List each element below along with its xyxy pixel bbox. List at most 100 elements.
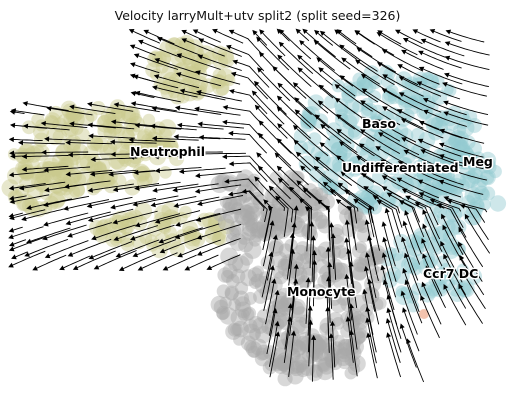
streamline (9, 250, 46, 267)
cell-point (170, 51, 187, 68)
cell-point (351, 322, 368, 339)
cell-point (122, 108, 137, 123)
stream-arrowhead (128, 29, 135, 34)
cell-point (182, 71, 195, 85)
cell-point (412, 227, 430, 245)
stream-arrowhead (269, 220, 275, 226)
streamline (89, 208, 134, 221)
stream-arrowhead (313, 165, 320, 171)
stream-arrowhead (344, 287, 350, 293)
cell-point (352, 100, 365, 113)
streamline (340, 76, 379, 103)
cell-point (235, 208, 253, 226)
stream-arrowhead (278, 177, 284, 184)
streamline (423, 210, 443, 252)
cell-point (301, 106, 316, 121)
streamline (383, 89, 423, 111)
stream-arrowhead (446, 199, 453, 204)
streamline (314, 166, 351, 196)
stream-arrowhead (178, 168, 185, 175)
streamline (331, 322, 336, 368)
stream-arrowhead (421, 281, 427, 288)
stream-arrowhead (293, 125, 299, 131)
stream-arrowhead (198, 134, 204, 140)
streamline (153, 107, 198, 116)
cell-point (461, 135, 476, 150)
streamline (196, 108, 241, 116)
streamline (42, 122, 88, 129)
streamline (91, 169, 137, 175)
cell-point (350, 262, 369, 280)
streamline (307, 290, 311, 336)
stream-arrowhead (339, 44, 345, 50)
stream-arrowhead (336, 155, 342, 161)
stream-arrowhead (293, 139, 299, 145)
stream-arrowhead (414, 202, 421, 207)
stream-arrowhead (420, 295, 425, 301)
streamline (346, 289, 353, 335)
streamline (321, 31, 358, 60)
stream-arrowhead (416, 81, 423, 87)
stream-arrowhead (444, 41, 451, 47)
stream-arrowhead (174, 105, 181, 111)
cell-point (340, 159, 354, 173)
cell-point (393, 123, 409, 139)
streamline (136, 181, 181, 189)
cell-point (194, 59, 208, 73)
streamline (69, 153, 115, 156)
streamline (337, 30, 357, 45)
stream-arrowhead (154, 218, 161, 224)
cell-point (356, 74, 373, 91)
cell-point (431, 117, 444, 130)
streamline (383, 49, 424, 72)
streamline (362, 74, 402, 99)
streamline (398, 109, 440, 130)
stream-arrowhead (43, 202, 49, 207)
cell-point (234, 296, 251, 312)
streamline (175, 136, 221, 140)
stream-arrowhead (348, 329, 355, 336)
stream-arrowhead (274, 289, 280, 296)
stream-arrowhead (289, 248, 296, 254)
cell-point (233, 333, 246, 346)
streamline (388, 193, 420, 223)
stream-arrowhead (441, 213, 446, 220)
streamline (194, 30, 221, 43)
streamline (153, 86, 198, 98)
streamline (402, 50, 444, 70)
cell-point (20, 148, 36, 164)
cell-point (305, 364, 323, 382)
cell-point (309, 341, 322, 355)
stream-arrowhead (115, 252, 122, 258)
cell-point (278, 355, 292, 370)
cell-point (145, 169, 160, 185)
streamline (95, 250, 137, 269)
stream-arrowhead (254, 80, 260, 87)
cell-point (382, 123, 400, 141)
cell-point (344, 367, 357, 380)
stream-arrowhead (192, 29, 199, 35)
streamline (423, 254, 443, 297)
cell-point (347, 362, 361, 376)
cell-point (103, 217, 118, 232)
cell-point (131, 214, 148, 231)
stream-arrowhead (309, 221, 315, 227)
stream-arrowhead (289, 232, 295, 238)
stream-arrowhead (356, 155, 362, 161)
stream-arrowhead (199, 151, 205, 157)
stream-arrowhead (328, 222, 335, 228)
cell-point (448, 134, 462, 148)
streamline (263, 200, 272, 243)
stream-arrowhead (378, 132, 384, 138)
cell-point (344, 354, 357, 367)
cell-point (50, 164, 66, 179)
cell-point (481, 186, 496, 201)
cell-point (347, 125, 363, 140)
streamline (305, 279, 309, 324)
stream-arrowhead (151, 106, 157, 112)
streamline (225, 178, 264, 196)
cell-point (219, 218, 236, 235)
stream-arrowhead (311, 334, 317, 340)
stream-arrowhead (153, 74, 160, 80)
cell-point (259, 207, 277, 225)
